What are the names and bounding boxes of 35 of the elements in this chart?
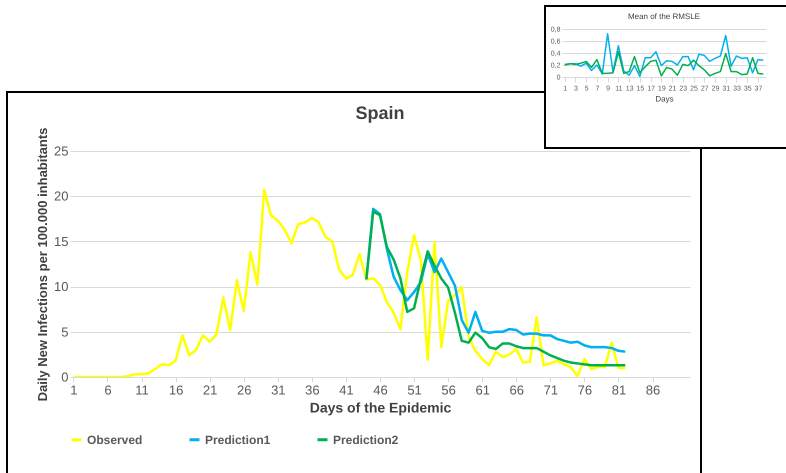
chart-title: Spain	[355, 103, 405, 124]
x-tick-label: 26	[237, 382, 252, 398]
x-tick-label: 56	[441, 382, 456, 398]
x-tick-label: 51	[407, 382, 422, 398]
y-tick-label: 15	[54, 234, 68, 249]
x-tick-label: 21	[202, 382, 218, 398]
x-tick-label: 71	[544, 382, 558, 398]
y-tick-label: 20	[54, 188, 68, 204]
legend-label: Prediction2	[333, 432, 399, 447]
legend-label: Observed	[87, 432, 142, 447]
legend-label: Prediction1	[205, 432, 271, 447]
x-tick-label: 61	[475, 382, 490, 398]
x-tick-label: 41	[339, 382, 354, 398]
x-tick-label: 66	[510, 382, 524, 398]
x-tick-label: 46	[373, 382, 388, 398]
x-tick-label: 16	[168, 382, 184, 398]
line-series	[72, 188, 627, 377]
x-tick-label: 1	[70, 382, 78, 398]
y-tick-label: 0	[61, 370, 68, 384]
x-tick-label: 76	[578, 382, 592, 398]
line-series	[564, 51, 764, 77]
x-tick-label: 6	[104, 382, 112, 398]
line-series	[564, 33, 764, 77]
x-axis-title: Days of the Epidemic	[310, 400, 452, 416]
chart-title: Mean of the RMSLE	[628, 12, 700, 21]
y-tick-label: 25	[54, 144, 68, 158]
y-tick-label: 10	[54, 279, 68, 294]
x-tick-label: 86	[646, 382, 660, 398]
x-axis-title: Days	[655, 94, 674, 104]
x-tick-label: 11	[135, 382, 149, 398]
y-tick-label: 5	[61, 324, 68, 340]
x-tick-label: 36	[305, 382, 320, 398]
y-axis-title: Daily New Infections per 100.000 inhabitants	[35, 128, 50, 402]
x-tick-label: 81	[612, 382, 626, 398]
x-tick-label: 31	[271, 382, 286, 398]
